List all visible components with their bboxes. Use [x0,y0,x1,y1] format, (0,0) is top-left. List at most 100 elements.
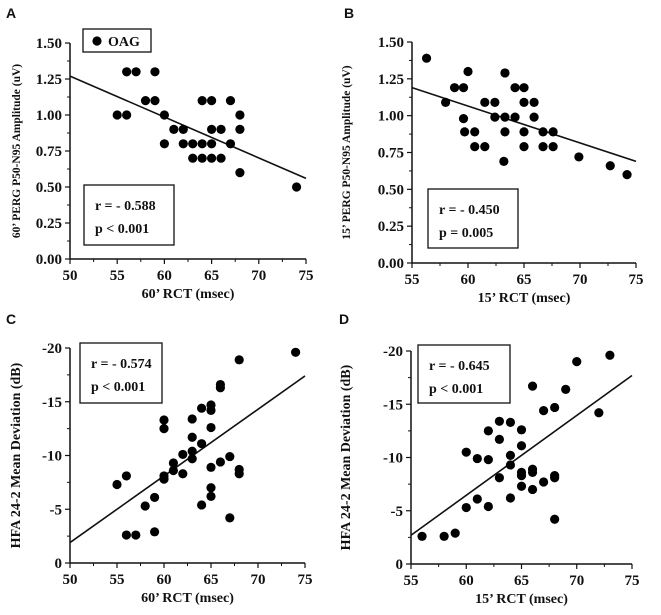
data-point [121,530,131,540]
data-point [483,501,493,512]
data-point [505,417,516,427]
y-tick-label: -15 [383,397,403,413]
p-value: p = 0.005 [439,226,493,241]
data-point [605,350,615,360]
data-point [494,434,504,444]
data-point [550,402,560,413]
data-point [472,494,482,504]
stats-box: r = - 0.645 p < 0.001 [417,344,511,404]
y-tick-label: 0 [396,557,404,573]
data-point [197,403,207,413]
data-point [605,161,615,171]
data-point [235,110,245,120]
data-point [538,127,548,137]
data-point [494,416,504,426]
data-point [470,142,480,152]
x-axis-label: 60’ RCT (msec) [142,287,235,302]
p-value: p < 0.001 [91,380,145,395]
legend-border [82,28,152,53]
data-point [235,168,245,178]
y-tick-label: 0.25 [378,219,404,235]
r-value: r = - 0.574 [91,357,152,372]
data-point [458,114,469,124]
data-point [206,405,216,415]
x-tick-label: 65 [514,573,529,589]
x-axis-label: 15’ RCT (msec) [478,291,571,306]
data-point [206,462,216,472]
data-point [140,501,150,511]
y-axis-label: HFA 24-2 Mean Deviation (dB) [339,364,354,550]
panel-b: B 55 60 65 70 75 0.00 0.25 0.50 0.75 1.00 1.25 1.50 1… [341,5,644,306]
panel-letter: B [344,5,354,21]
y-tick-label: -15 [42,395,62,411]
p-value: p < 0.001 [429,382,483,397]
data-point [159,474,169,484]
data-point [500,112,510,122]
data-point [178,469,188,479]
data-point [519,142,529,152]
data-point [178,449,188,460]
y-tick-label: -5 [50,502,63,518]
panel-c: C 50 55 60 65 70 75 0 -5 -10 -15 -20 60’ RCT (msec) H… [6,311,313,606]
data-point [197,500,207,510]
y-tick-label: 0.50 [36,180,62,196]
data-point [458,83,469,93]
data-point [421,53,432,63]
y-tick-label: -20 [42,341,62,357]
data-point [168,465,178,476]
panel-letter: D [339,311,349,327]
stats-box-border [427,188,519,249]
x-tick-label: 70 [569,573,584,589]
data-point [197,153,207,163]
data-point [516,481,527,491]
panel-letter: C [6,311,16,327]
data-point [548,142,558,152]
data-point [197,139,207,149]
data-point [500,68,510,78]
data-point [215,457,225,467]
x-tick-label: 60 [157,572,172,588]
panel-letter: A [6,5,16,21]
y-tick-label: 0 [55,556,63,572]
data-point [215,383,225,393]
stats-box: r = - 0.574 p < 0.001 [79,342,163,404]
x-axis-label: 15’ RCT (msec) [475,592,568,607]
x-tick-label: 70 [573,272,588,288]
data-point [121,471,131,481]
y-tick-label: -10 [383,451,403,467]
data-point [622,170,632,180]
data-point [527,381,538,391]
data-point [225,139,236,149]
data-point [216,153,226,163]
data-point [417,531,427,541]
y-tick-label: 0.75 [36,144,62,160]
data-point [519,97,529,108]
y-tick-label: 0.00 [36,252,62,268]
x-tick-label: 65 [204,572,219,588]
data-point [472,453,482,464]
data-point [539,477,549,487]
data-point [206,491,216,501]
stats-box-border [417,344,511,404]
data-point [572,357,582,367]
data-point [574,152,584,162]
data-point [548,127,558,137]
data-point [159,139,169,149]
data-point [519,83,529,93]
data-point [207,124,217,134]
data-point [112,110,122,120]
data-point [505,460,516,470]
data-point [206,422,216,433]
data-point [527,467,538,478]
x-tick-label: 50 [63,572,78,588]
x-tick-label: 75 [298,572,313,588]
data-point [187,432,197,442]
data-point [188,153,198,163]
x-axis-label: 60’ RCT (msec) [141,591,234,606]
y-tick-label: -5 [391,504,404,520]
data-point [594,408,604,418]
data-point [483,455,493,465]
data-point [461,447,471,457]
stats-box-border [83,184,175,246]
data-point [159,110,169,120]
